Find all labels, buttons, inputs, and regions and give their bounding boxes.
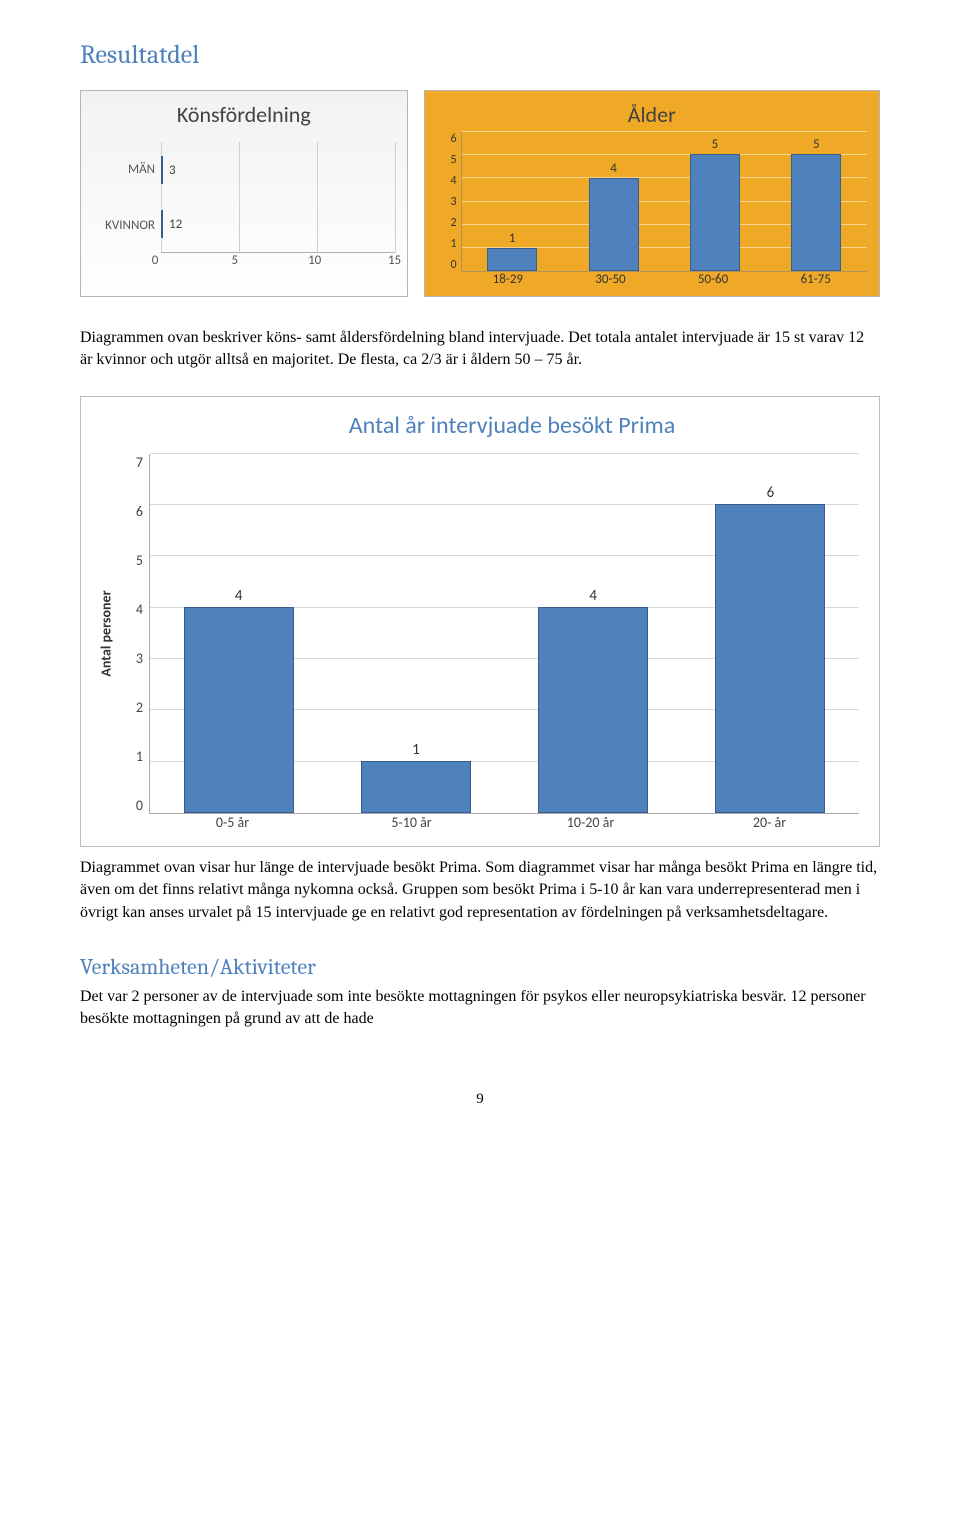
years-bar — [184, 607, 294, 813]
age-bar — [487, 248, 537, 271]
age-bar-group: 5 — [791, 137, 841, 271]
age-ytick: 3 — [437, 195, 457, 209]
years-chart-body: Antal personer 7 6 5 4 3 2 1 0 4 1 4 6 — [95, 454, 859, 814]
age-gridline — [462, 131, 867, 132]
age-xaxis-tick: 50-60 — [698, 272, 728, 287]
age-bar-value: 4 — [610, 161, 617, 176]
age-xaxis-tick: 30-50 — [595, 272, 625, 287]
gender-bar-value: 3 — [169, 163, 176, 178]
gender-gridline — [239, 142, 240, 252]
age-bar-group: 4 — [589, 161, 639, 271]
gender-chart-plot: 3 12 — [161, 142, 395, 253]
gender-bar — [161, 156, 163, 184]
age-bar-value: 1 — [509, 231, 516, 246]
age-bar-group: 5 — [690, 137, 740, 271]
years-ytick: 5 — [117, 552, 143, 569]
years-xaxis-tick: 20- år — [753, 814, 786, 831]
age-ytick: 4 — [437, 174, 457, 188]
gender-xaxis-tick: 5 — [232, 253, 239, 268]
years-bar — [361, 761, 471, 812]
years-ytick: 1 — [117, 748, 143, 765]
age-chart: Ålder 6 5 4 3 2 1 0 1 4 5 5 18-29 30-50 50-60 61-75 — [424, 90, 880, 297]
paragraph-3: Det var 2 personer av de intervjuade som… — [80, 986, 880, 1031]
years-chart-ylabel-wrap: Antal personer — [95, 454, 117, 814]
years-bar-group: 4 — [184, 587, 294, 813]
gender-bar-row: 12 — [161, 210, 182, 238]
heading-verksamheten: Verksamheten/Aktiviteter — [80, 954, 880, 980]
years-chart-xaxis: 0-5 år 5-10 år 10-20 år 20- år — [143, 814, 859, 836]
years-gridline — [150, 453, 859, 454]
page-number: 9 — [80, 1091, 880, 1108]
years-bar-value: 6 — [767, 484, 775, 502]
age-ytick: 0 — [437, 258, 457, 272]
years-bar-group: 1 — [361, 741, 471, 812]
age-chart-plot: 1 4 5 5 — [461, 132, 867, 272]
years-ytick: 7 — [117, 454, 143, 471]
gender-bar — [161, 210, 163, 238]
years-ytick: 4 — [117, 601, 143, 618]
gender-xaxis-tick: 15 — [388, 253, 401, 268]
top-chart-row: Könsfördelning MÄN KVINNOR 312 051015 Ål… — [80, 90, 880, 297]
gender-gridline — [395, 142, 396, 252]
age-ytick: 6 — [437, 132, 457, 146]
gender-chart-title: Könsfördelning — [93, 101, 395, 128]
age-chart-body: 6 5 4 3 2 1 0 1 4 5 5 — [437, 132, 867, 272]
gender-bar-row: 3 — [161, 156, 176, 184]
age-chart-xaxis: 18-29 30-50 50-60 61-75 — [457, 272, 867, 290]
years-xaxis-tick: 0-5 år — [216, 814, 249, 831]
years-ytick: 0 — [117, 797, 143, 814]
years-bar-value: 4 — [589, 587, 597, 605]
gender-chart: Könsfördelning MÄN KVINNOR 3 12 0 5 10 15 — [80, 90, 408, 297]
heading-resultatdel: Resultatdel — [80, 40, 880, 70]
age-chart-yaxis: 6 5 4 3 2 1 0 — [437, 132, 461, 272]
paragraph-1: Diagrammen ovan beskriver köns- samt åld… — [80, 327, 880, 372]
gender-cat-1: KVINNOR — [93, 218, 155, 233]
years-xaxis-tick: 10-20 år — [567, 814, 614, 831]
age-bar-value: 5 — [712, 137, 719, 152]
years-bar — [715, 504, 825, 813]
years-chart: Antal år intervjuade besökt Prima Antal … — [80, 396, 880, 847]
years-chart-plot: 4 1 4 6 — [149, 454, 859, 814]
years-bar-value: 4 — [235, 587, 243, 605]
years-bar-group: 6 — [715, 484, 825, 813]
years-ytick: 3 — [117, 650, 143, 667]
document-page: Resultatdel Könsfördelning MÄN KVINNOR 3… — [40, 0, 920, 1128]
paragraph-2: Diagrammet ovan visar hur länge de inter… — [80, 857, 880, 924]
gender-chart-xaxis: 051015 — [155, 253, 395, 271]
age-bar — [791, 154, 841, 271]
age-xaxis-tick: 61-75 — [801, 272, 831, 287]
age-bar-group: 1 — [487, 231, 537, 271]
age-ytick: 1 — [437, 237, 457, 251]
years-ytick: 6 — [117, 503, 143, 520]
age-bar — [589, 178, 639, 271]
years-chart-title: Antal år intervjuade besökt Prima — [165, 411, 859, 440]
gender-bar-value: 12 — [169, 217, 182, 232]
gender-chart-yaxis: MÄN KVINNOR — [93, 142, 161, 253]
years-chart-yaxis: 7 6 5 4 3 2 1 0 — [117, 454, 149, 814]
age-ytick: 2 — [437, 216, 457, 230]
years-bar-value: 1 — [412, 741, 420, 759]
years-bar — [538, 607, 648, 813]
gender-gridline — [317, 142, 318, 252]
gender-cat-0: MÄN — [93, 162, 155, 177]
years-ytick: 2 — [117, 699, 143, 716]
age-bar — [690, 154, 740, 271]
age-bar-value: 5 — [813, 137, 820, 152]
gender-xaxis-tick: 10 — [308, 253, 321, 268]
years-chart-ylabel: Antal personer — [98, 591, 115, 677]
age-chart-title: Ålder — [437, 101, 867, 128]
years-xaxis-tick: 5-10 år — [391, 814, 431, 831]
age-ytick: 5 — [437, 153, 457, 167]
years-bar-group: 4 — [538, 587, 648, 813]
age-xaxis-tick: 18-29 — [493, 272, 523, 287]
gender-xaxis-tick: 0 — [152, 253, 159, 268]
gender-chart-body: MÄN KVINNOR 3 12 — [93, 142, 395, 253]
